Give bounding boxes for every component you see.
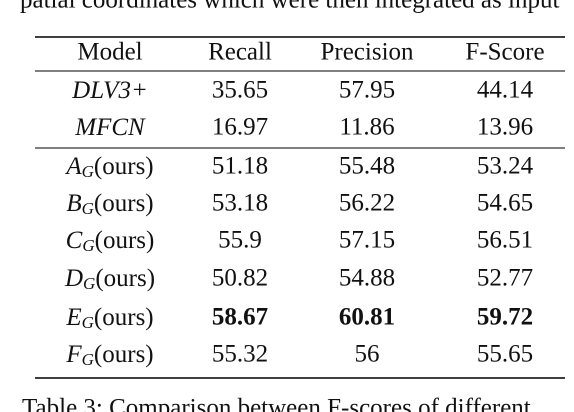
model-suffix: (ours) <box>94 153 154 180</box>
value-cell: 55.48 <box>339 153 395 180</box>
header-cell: Precision <box>320 39 414 66</box>
value-cell: 55.65 <box>477 341 533 368</box>
model-name: BG(ours) <box>66 190 153 218</box>
model-subscript: G <box>82 236 94 255</box>
model-name: EG(ours) <box>65 304 153 332</box>
value-cell: 60.81 <box>339 304 395 331</box>
value-cell: 54.88 <box>339 265 395 292</box>
model-name: CG(ours) <box>66 227 155 255</box>
value-cell: 56.51 <box>477 227 533 254</box>
value-cell: 16.97 <box>212 114 268 141</box>
model-name: DLV3+ <box>71 77 148 104</box>
model-suffix: (ours) <box>95 265 155 292</box>
model-name: FG(ours) <box>65 341 153 369</box>
model-suffix: (ours) <box>94 190 154 217</box>
model-subscript: G <box>82 162 94 181</box>
model-suffix: (ours) <box>95 227 155 254</box>
model-symbol: D <box>64 265 83 292</box>
model-subscript: G <box>82 199 94 218</box>
header-cell: Recall <box>208 39 272 66</box>
value-cell: 55.32 <box>212 341 268 368</box>
caption: Table 3: Comparison between F-scores of … <box>22 395 531 412</box>
value-cell: 13.96 <box>477 114 533 141</box>
header-cell: Model <box>77 39 142 66</box>
model-suffix: (ours) <box>94 341 154 368</box>
value-cell: 50.82 <box>212 265 268 292</box>
model-subscript: G <box>83 274 95 293</box>
value-cell: 53.18 <box>212 190 268 217</box>
context-text: patial coordinates which were then integ… <box>20 0 559 14</box>
model-subscript: G <box>82 350 94 369</box>
value-cell: 58.67 <box>212 304 268 331</box>
model-symbol: A <box>64 153 82 180</box>
value-cell: 59.72 <box>477 304 533 331</box>
value-cell: 54.65 <box>477 190 533 217</box>
value-cell: 35.65 <box>212 77 268 104</box>
value-cell: 56 <box>355 341 380 368</box>
value-cell: 53.24 <box>477 153 534 180</box>
model-symbol: E <box>65 304 81 331</box>
value-cell: 51.18 <box>212 153 268 180</box>
model-symbol: C <box>66 227 83 254</box>
model-symbol: B <box>66 190 81 217</box>
value-cell: 56.22 <box>339 190 395 217</box>
model-symbol: MFCN <box>74 114 146 141</box>
value-cell: 57.95 <box>339 77 395 104</box>
model-subscript: G <box>82 313 94 332</box>
value-cell: 55.9 <box>218 227 262 254</box>
value-cell: 52.77 <box>477 265 533 292</box>
model-name: MFCN <box>74 114 146 141</box>
model-symbol: DLV3+ <box>71 77 148 104</box>
model-name: DG(ours) <box>64 265 155 293</box>
model-suffix: (ours) <box>94 304 154 331</box>
value-cell: 57.15 <box>339 227 395 254</box>
value-cell: 11.86 <box>339 114 394 141</box>
value-cell: 44.14 <box>477 77 534 104</box>
header-cell: F-Score <box>465 39 544 66</box>
model-name: AG(ours) <box>64 153 153 181</box>
model-symbol: F <box>65 341 82 368</box>
